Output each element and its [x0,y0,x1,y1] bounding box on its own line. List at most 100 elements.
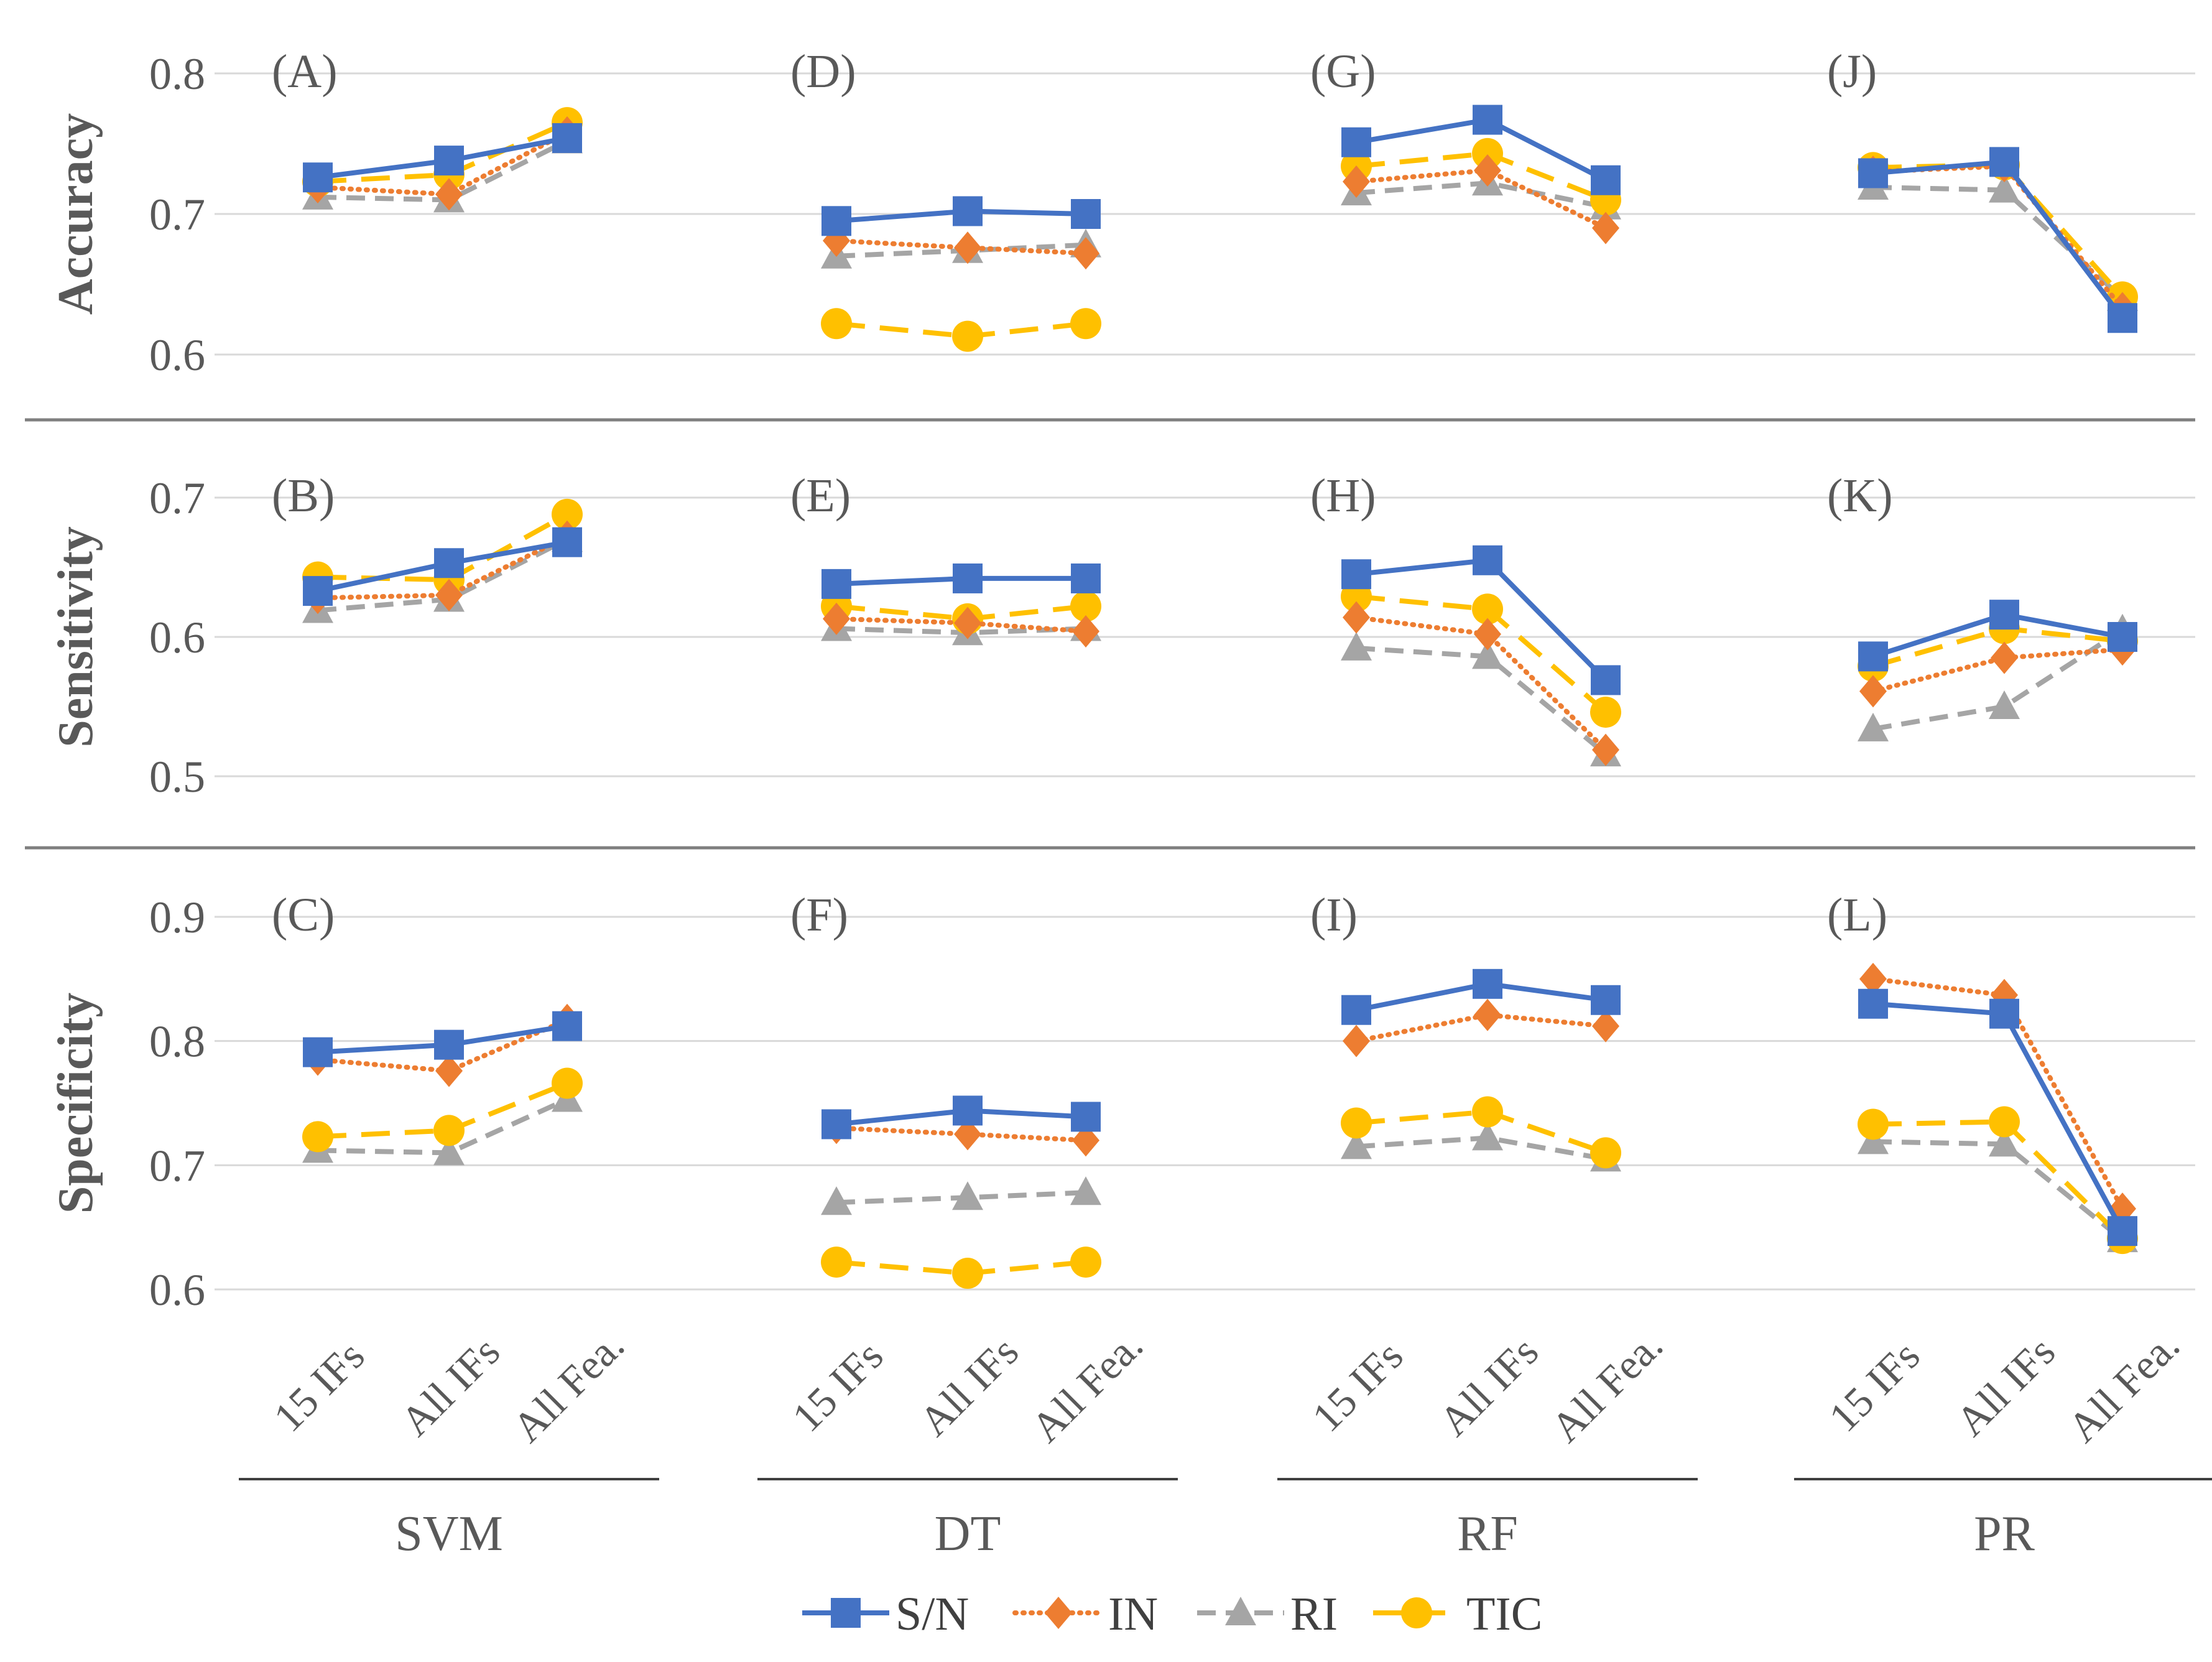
data-point-tic [1472,137,1503,169]
data-point-ri [1472,640,1503,669]
data-point-tic [1590,1137,1621,1169]
x-category-label: All Fea. [1542,1321,1672,1451]
data-point-tic [552,1067,583,1099]
y-tick-label: 0.6 [149,1265,205,1315]
data-point-tic [1070,590,1101,622]
y-tick-label: 0.7 [149,190,205,239]
data-point-s-n [1858,641,1888,672]
data-point-s-n [303,162,333,193]
group-label-pr: PR [1974,1506,2035,1561]
data-point-ri [1341,1130,1372,1159]
panel-label: (B) [272,470,335,522]
panel-label: (H) [1310,470,1376,522]
data-point-in [1343,1024,1370,1057]
data-point-s-n [1071,1102,1101,1132]
data-point-s-n [1591,665,1621,695]
data-point-s-n [821,569,851,599]
x-category-label: All IFs [1946,1327,2064,1445]
panel-label: (A) [272,45,338,98]
y-tick-label: 0.7 [149,1141,205,1191]
data-point-s-n [2108,303,2137,333]
data-point-s-n [2108,1216,2137,1246]
data-point-in [1072,615,1099,648]
metric-label-accuracy: Accuracy [49,113,103,315]
data-point-s-n [1071,199,1101,229]
data-point-in [1474,618,1501,651]
gridlines [215,72,2195,1291]
data-point-in [954,231,981,264]
data-point-s-n [2108,622,2137,652]
data-point-in [954,1118,981,1151]
y-tick-label: 0.8 [149,1017,205,1067]
x-category-label: 15 IFs [1303,1332,1412,1441]
data-point-ri [1472,1121,1503,1151]
panel-label: (I) [1310,889,1358,941]
data-point-s-n [434,146,464,176]
data-point-s-n [953,196,983,226]
data-point-in [435,578,463,611]
data-point-s-n [1473,104,1502,135]
data-point-ri [1070,1176,1101,1205]
panel-label: (J) [1827,45,1877,98]
data-point-tic [1472,593,1503,625]
group-label-svm: SVM [395,1506,502,1561]
data-point-tic [1341,1107,1372,1139]
data-point-s-n [953,1095,983,1126]
panel-label: (L) [1827,889,1887,941]
data-point-s-n [953,563,983,593]
data-point-s-n [1858,988,1888,1019]
legend-label: RI [1290,1588,1338,1640]
data-point-ri [1989,690,2020,719]
data-point-s-n [1071,563,1101,593]
data-point-in [435,1054,463,1087]
data-point-tic [1070,1246,1101,1278]
data-point-ri [433,1136,465,1166]
data-point-tic [952,1258,983,1289]
legend-label: S/N [895,1588,969,1640]
data-point-tic [433,1115,465,1146]
data-point-in [435,178,463,211]
data-point-in [1991,641,2018,674]
y-tick-label: 0.8 [149,49,205,99]
data-point-s-n [552,527,582,557]
data-point-s-n [821,1109,851,1140]
data-point-tic [552,498,583,530]
data-point-s-n [821,206,851,236]
y-tick-label: 0.5 [149,752,205,802]
data-point-tic [1472,1096,1503,1128]
data-point-in [1072,1124,1099,1157]
legend-marker [1401,1597,1432,1628]
panel-j [1858,147,2138,333]
panel-label: (F) [790,889,848,941]
panel-label: (G) [1310,45,1376,98]
data-point-in [1343,165,1370,198]
y-tick-label: 0.6 [149,330,205,380]
x-category-label: 15 IFs [1820,1332,1928,1441]
data-point-s-n [552,1011,582,1041]
panel-b [302,498,583,623]
panel-g [1341,104,1621,244]
data-point-ri [952,1181,983,1210]
data-point-in [1474,154,1501,187]
metric-label-specificity: Specificity [49,993,103,1214]
panel-l [1858,962,2138,1255]
data-point-s-n [1858,158,1888,188]
panel-d [821,196,1101,352]
legend-item-tic: TIC [1373,1588,1542,1640]
data-point-tic [1070,308,1101,340]
data-point-tic [302,1121,333,1153]
legend: S/N IN RI TIC [802,1588,1542,1640]
labels-layer: (A) (D) (G) (J) (B) (E) (H) (K) (C) (F) (I) (L) 15 I… [239,45,2212,1561]
panel-c [302,1003,583,1166]
series-line-ri [1872,628,2124,731]
y-axes: 0.8 0.7 0.6 Accuracy 0.7 0.6 0.5 Sensitivity 0.9… [49,49,205,1315]
data-point-s-n [1989,600,2019,630]
legend-marker [1045,1597,1072,1629]
x-category-label: 15 IFs [264,1332,373,1441]
data-point-s-n [303,576,333,606]
legend-marker [831,1598,861,1628]
data-point-s-n [1989,147,2019,177]
group-label-dt: DT [935,1506,1001,1561]
data-point-tic [952,320,983,352]
panel-i [1341,968,1621,1172]
